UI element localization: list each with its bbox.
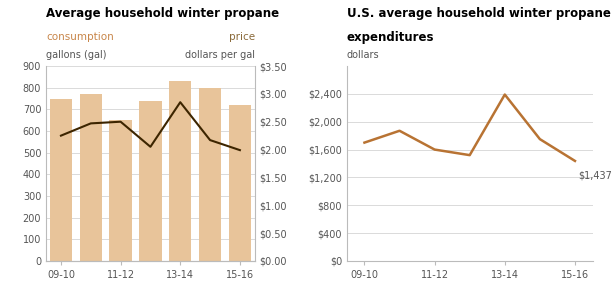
Bar: [199, 88, 221, 261]
Text: Average household winter propane: Average household winter propane: [46, 8, 279, 20]
Text: price: price: [228, 32, 255, 41]
Bar: [229, 105, 251, 261]
Bar: [50, 98, 72, 261]
Text: dollars per gal: dollars per gal: [185, 50, 255, 59]
Bar: [80, 94, 102, 261]
Text: dollars: dollars: [347, 50, 379, 59]
Text: U.S. average household winter propane: U.S. average household winter propane: [347, 8, 611, 20]
Text: expenditures: expenditures: [347, 32, 435, 44]
Text: gallons (gal): gallons (gal): [46, 50, 107, 59]
Text: consumption: consumption: [46, 32, 114, 41]
Bar: [139, 101, 161, 261]
Bar: [109, 120, 132, 261]
Bar: [169, 81, 192, 261]
Text: $1,437: $1,437: [578, 170, 612, 181]
